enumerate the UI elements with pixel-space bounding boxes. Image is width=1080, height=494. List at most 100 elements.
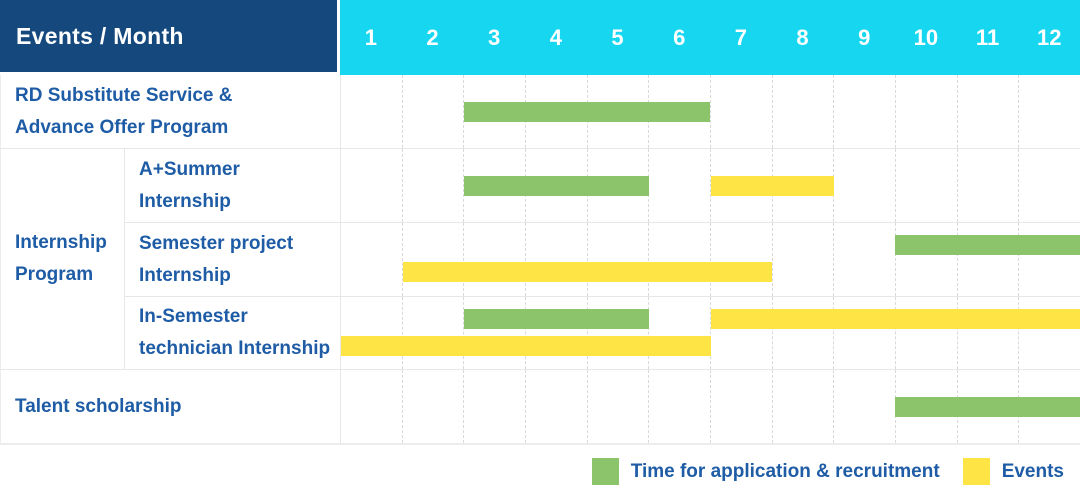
grid-column <box>771 370 834 443</box>
grid-column <box>341 370 402 443</box>
header-title-cell: Events / Month <box>0 0 340 75</box>
grid-column <box>710 223 772 296</box>
legend-item-events: Events <box>962 458 1064 485</box>
grid-column <box>586 370 649 443</box>
grid-column <box>648 223 710 296</box>
grid-column <box>895 296 957 370</box>
grid-column <box>463 296 525 370</box>
events-bar-m7-m8 <box>710 175 834 196</box>
month-header-10: 10 <box>913 24 939 50</box>
month-header-12: 12 <box>1036 24 1062 50</box>
month-header-8: 8 <box>796 24 809 50</box>
grid-column <box>895 223 957 296</box>
grid-column <box>586 296 649 370</box>
grid-column <box>771 223 834 296</box>
gantt-cell-talent-scholarship <box>341 370 1080 443</box>
gantt-cell-semester-project-internship <box>341 223 1080 296</box>
grid-column <box>648 370 710 443</box>
month-header-3: 3 <box>488 24 501 50</box>
header-title: Events / Month <box>16 22 184 49</box>
grid-column <box>401 223 464 296</box>
grid-column <box>401 296 464 370</box>
table-row-in-semester-technician-internship: In-Semester technician Internship <box>125 295 1080 370</box>
month-header-11: 11 <box>975 24 1000 50</box>
grid-column <box>401 370 464 443</box>
group-block-internship-program: Internship Program A+Summer Internship Sem… <box>1 148 1080 370</box>
application-bar-m10-m12 <box>895 235 1080 256</box>
application-swatch <box>591 458 619 485</box>
gantt-cell-in-semester-technician-internship <box>341 296 1080 370</box>
month-gridlines <box>341 296 1080 370</box>
application-bar-m3-m6 <box>464 101 711 122</box>
grid-column <box>956 223 1019 296</box>
month-header-7: 7 <box>734 24 747 50</box>
row-label-talent-scholarship: Talent scholarship <box>1 370 341 443</box>
grid-column <box>586 223 649 296</box>
gantt-cell-rd-substitute-service-advance-offer-program <box>341 75 1080 148</box>
grid-column <box>1018 223 1080 296</box>
month-header-cells: 1 2 3 4 5 6 7 8 9 10 11 12 <box>340 0 1080 75</box>
grid-column <box>341 149 402 222</box>
grid-column <box>833 149 895 223</box>
grid-column <box>525 296 587 370</box>
legend-label-application: Time for application & recruitment <box>630 460 940 482</box>
row-label-a-summer-internship: A+Summer Internship <box>125 149 341 223</box>
group-sub-rows: A+Summer Internship Semester project Inte… <box>125 149 1080 370</box>
month-header-1: 1 <box>364 24 377 50</box>
table-row-talent-scholarship: Talent scholarship <box>1 370 1080 443</box>
group-label-internship-program: Internship Program <box>1 149 125 369</box>
table-header-row: Events / Month 1 2 3 4 5 6 7 8 9 10 11 12 <box>0 0 1080 75</box>
grid-column <box>463 370 525 443</box>
events-bar-m7-m12 <box>710 308 1080 329</box>
gantt-cell-a-summer-internship <box>341 149 1080 223</box>
grid-column <box>648 149 710 223</box>
table-body: RD Substitute Service & Advance Offer Pr… <box>0 75 1080 445</box>
grid-column <box>956 75 1019 148</box>
grid-column <box>771 75 834 148</box>
month-header-4: 4 <box>549 24 562 50</box>
month-header-6: 6 <box>673 24 686 50</box>
grid-column <box>463 149 525 223</box>
events-swatch <box>962 458 990 485</box>
grid-column <box>956 149 1019 223</box>
grid-column <box>401 149 464 223</box>
grid-column <box>1018 149 1080 223</box>
grid-column <box>710 296 772 370</box>
grid-column <box>525 223 587 296</box>
application-bar-m3-m5 <box>464 308 649 329</box>
grid-column <box>833 370 895 443</box>
grid-column <box>956 296 1019 370</box>
grid-column <box>1018 75 1080 148</box>
month-header-9: 9 <box>858 24 871 50</box>
grid-column <box>341 223 402 295</box>
grid-column <box>1018 296 1080 370</box>
table-row-rd-substitute-service-advance-offer-program: RD Substitute Service & Advance Offer Pr… <box>1 75 1080 148</box>
table-row-semester-project-internship: Semester project Internship <box>125 222 1080 296</box>
month-gridlines <box>341 75 1080 148</box>
grid-column <box>833 296 895 370</box>
legend-item-application: Time for application & recruitment <box>591 458 940 485</box>
legend-label-events: Events <box>1001 460 1064 482</box>
grid-column <box>895 75 957 148</box>
grid-column <box>463 223 525 296</box>
grid-column <box>895 149 957 223</box>
month-header-2: 2 <box>426 24 439 50</box>
grid-column <box>833 75 895 148</box>
grid-column <box>648 296 710 370</box>
grid-column <box>341 75 402 148</box>
grid-column <box>771 296 834 370</box>
grid-column <box>525 370 587 443</box>
grid-column <box>463 75 525 148</box>
row-label-in-semester-technician-internship: In-Semester technician Internship <box>125 296 341 370</box>
grid-column <box>710 75 772 148</box>
grid-column <box>833 223 895 296</box>
grid-column <box>710 370 772 443</box>
table-row-a-summer-internship: A+Summer Internship <box>125 149 1080 223</box>
events-bar-m1-m6 <box>341 335 711 356</box>
grid-column <box>341 297 402 369</box>
month-header-5: 5 <box>611 24 624 50</box>
row-label-rd-substitute-service-advance-offer-program: RD Substitute Service & Advance Offer Pr… <box>1 75 341 148</box>
row-label-semester-project-internship: Semester project Internship <box>125 223 341 296</box>
grid-column <box>401 75 464 148</box>
